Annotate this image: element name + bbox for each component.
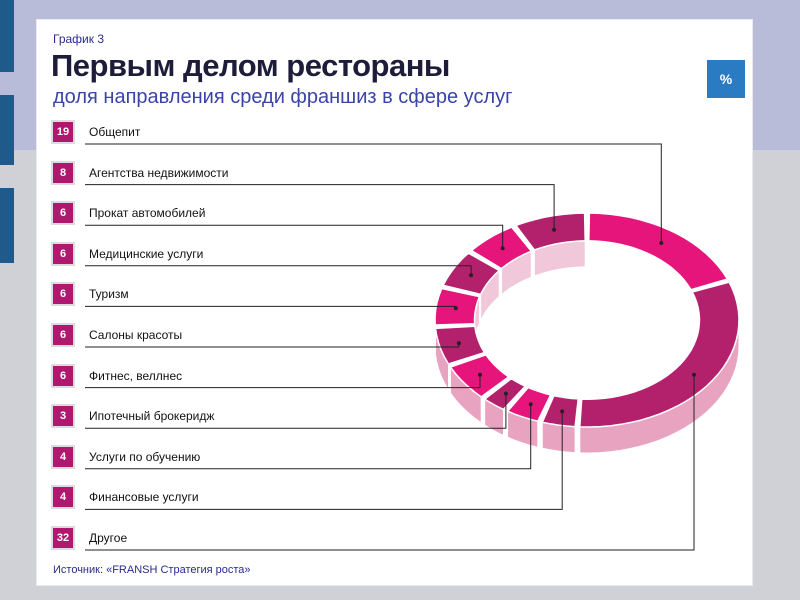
legend-row: 6 Медицинские услуги — [51, 241, 204, 266]
leader-endpoint — [659, 241, 664, 245]
leader-endpoint — [552, 227, 557, 232]
chart-title: Первым делом рестораны — [51, 48, 450, 83]
donut-segment-1 — [588, 212, 729, 291]
category-label: Финансовые услуги — [89, 490, 199, 505]
leader-line — [85, 184, 555, 230]
leader-line — [85, 404, 532, 470]
legend-row: 3 Ипотечный брокеридж — [51, 404, 215, 429]
leader-line — [85, 224, 504, 249]
percent-badge: % — [707, 60, 745, 98]
value-badge: 4 — [51, 485, 75, 510]
leader-endpoint — [560, 409, 565, 414]
category-label: Фитнес, веллнес — [89, 368, 183, 383]
value-badge: 3 — [51, 404, 75, 429]
category-label: Медицинские услуги — [89, 246, 204, 261]
leader-line — [85, 411, 563, 510]
legend-row: 6 Прокат автомобилей — [51, 201, 206, 226]
value-badge: 6 — [51, 363, 75, 388]
chart-card: График 3 Первым делом рестораны доля нап… — [37, 20, 752, 585]
leader-endpoint — [500, 246, 505, 251]
value-badge: 8 — [51, 160, 75, 185]
leader-endpoint — [503, 391, 508, 396]
category-label: Салоны красоты — [89, 328, 183, 342]
value-badge: 4 — [51, 444, 75, 469]
leader-line — [85, 374, 481, 389]
category-label: Другое — [89, 531, 128, 545]
category-label: Ипотечный брокеридж — [89, 409, 215, 424]
legend-row: 32 Другое — [51, 526, 128, 550]
category-label: Услуги по обучению — [89, 449, 201, 464]
leader-line — [85, 265, 472, 276]
leader-line — [85, 143, 662, 243]
legend-row: 4 Финансовые услуги — [51, 485, 199, 510]
value-badge: 19 — [51, 120, 75, 144]
category-label: Агентства недвижимости — [89, 165, 229, 180]
leader-endpoint — [453, 306, 458, 311]
legend-row: 19 Общепит — [51, 120, 141, 144]
leader-endpoint — [478, 372, 482, 377]
decorative-bar-3 — [0, 188, 14, 263]
leader-line — [85, 393, 507, 429]
category-label: Общепит — [89, 125, 141, 139]
value-badge: 6 — [51, 282, 75, 307]
chart-subtitle: доля направления среди франшиз в сфере у… — [53, 86, 513, 108]
leader-line — [85, 305, 457, 309]
category-label: Прокат автомобилей — [89, 206, 206, 221]
chart-number-label: График 3 — [53, 32, 105, 46]
category-label: Туризм — [89, 287, 129, 302]
legend-row: 6 Туризм — [51, 282, 129, 307]
leader-endpoint — [692, 372, 696, 377]
source-note: Источник: «FRANSH Стратегия роста» — [53, 564, 251, 576]
leader-endpoint — [528, 402, 533, 407]
legend-row: 6 Салоны красоты — [51, 323, 183, 347]
donut-segment-2 — [514, 212, 586, 251]
donut-segment-11 — [578, 281, 740, 428]
leader-endpoint — [456, 341, 461, 346]
donut-chart — [85, 143, 740, 551]
value-badge: 6 — [51, 241, 75, 266]
leader-endpoint — [469, 273, 474, 278]
legend-row: 8 Агентства недвижимости — [51, 160, 229, 185]
donut-segment-6 — [434, 325, 486, 365]
legend-row: 4 Услуги по обучению — [51, 444, 201, 469]
value-badge: 6 — [51, 201, 75, 226]
value-badge: 6 — [51, 323, 75, 347]
decorative-bar-2 — [0, 95, 14, 165]
legend-row: 6 Фитнес, веллнес — [51, 363, 183, 388]
decorative-bar-1 — [0, 0, 14, 72]
donut-segment-5 — [434, 287, 481, 326]
leader-line — [85, 374, 695, 551]
value-badge: 32 — [51, 526, 75, 550]
